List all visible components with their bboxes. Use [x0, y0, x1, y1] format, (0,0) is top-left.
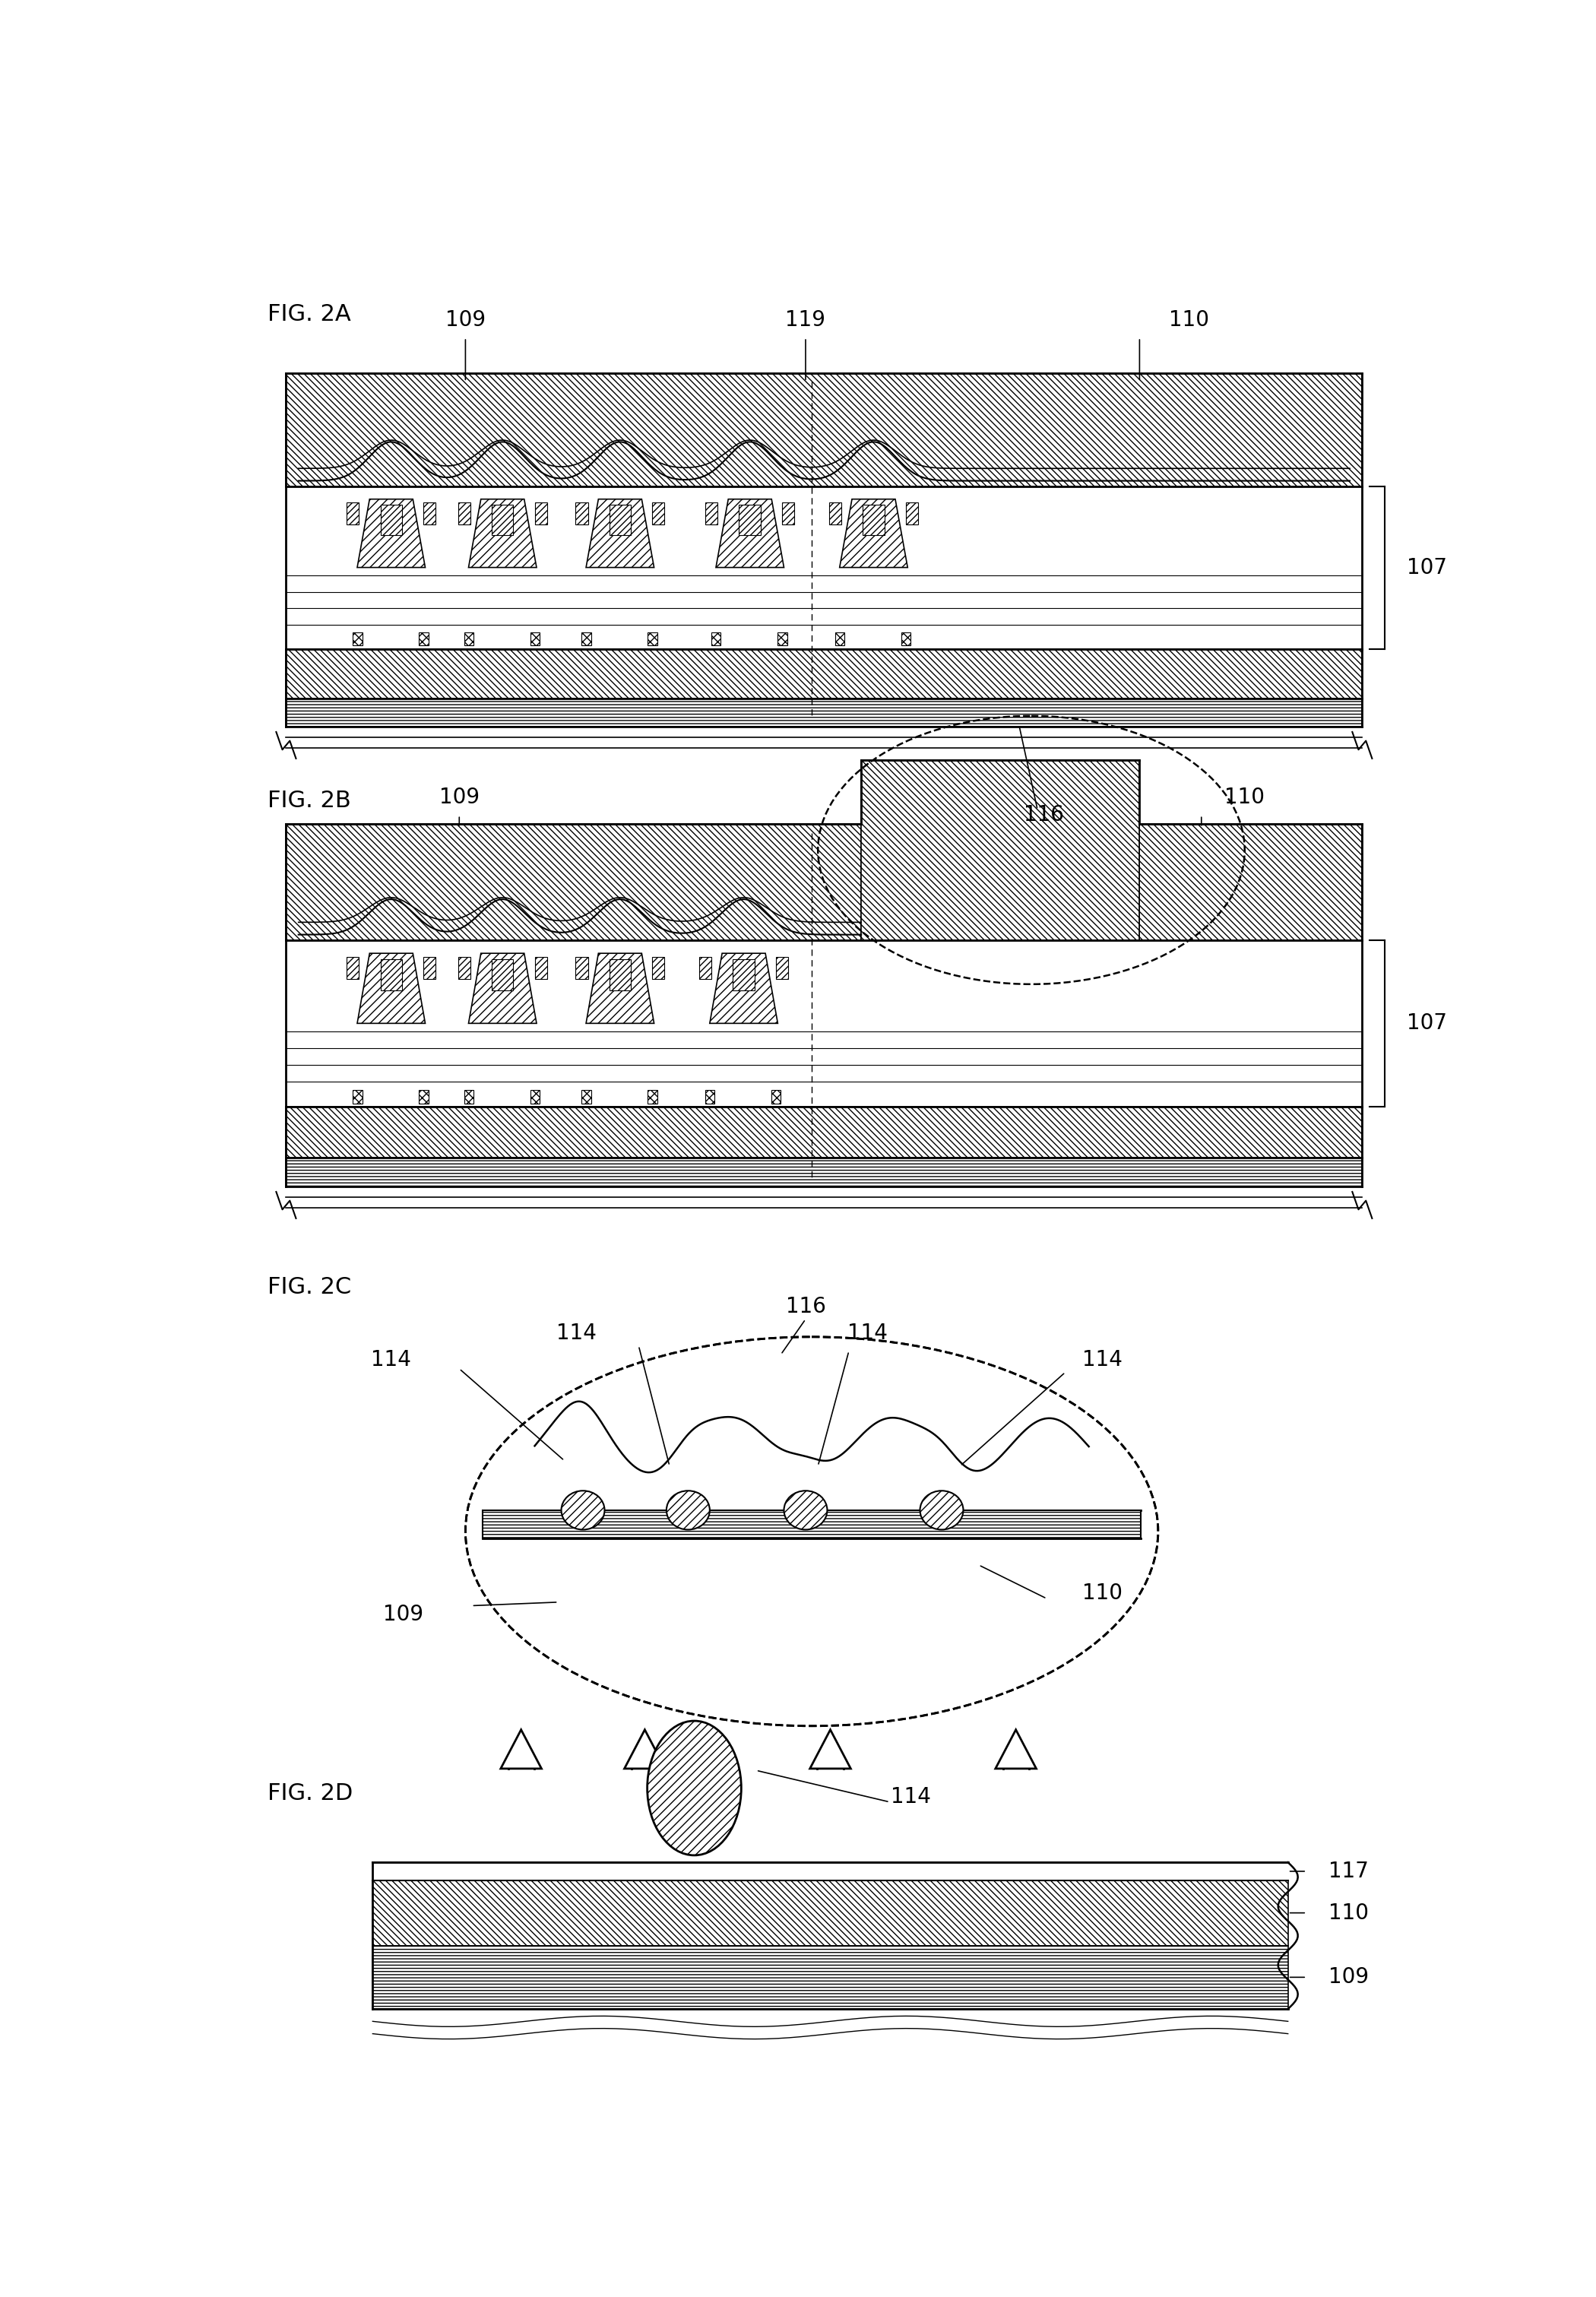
Text: 116: 116 [785, 1296, 825, 1318]
Text: 110: 110 [1168, 310, 1210, 331]
Bar [581, 632, 591, 645]
Bar [423, 503, 436, 524]
Bar [705, 503, 718, 524]
Bar [286, 372, 1361, 487]
Text: 109: 109 [439, 788, 479, 809]
Bar [828, 503, 841, 524]
Text: 110: 110 [1082, 1583, 1122, 1603]
Polygon shape [358, 953, 425, 1024]
Bar [739, 505, 761, 535]
Bar [458, 503, 471, 524]
Ellipse shape [562, 1491, 605, 1530]
Polygon shape [586, 498, 654, 567]
Bar [530, 632, 539, 645]
Bar [373, 1946, 1288, 2010]
Bar [653, 503, 664, 524]
Bar [863, 505, 884, 535]
Ellipse shape [667, 1491, 710, 1530]
Bar [420, 632, 428, 645]
Bar [653, 958, 664, 979]
Bar [286, 1107, 1361, 1158]
Text: FIG. 2D: FIG. 2D [268, 1782, 353, 1803]
Text: 117: 117 [1329, 1861, 1369, 1881]
Bar [776, 958, 788, 979]
Text: 109: 109 [383, 1603, 425, 1626]
Text: 116: 116 [1023, 804, 1065, 825]
Polygon shape [469, 953, 536, 1024]
Bar [286, 698, 1361, 726]
Bar [835, 632, 844, 645]
Bar [862, 760, 1140, 939]
Text: 109: 109 [445, 310, 485, 331]
Bar [648, 632, 658, 645]
Polygon shape [586, 953, 654, 1024]
Polygon shape [469, 498, 536, 567]
Polygon shape [358, 498, 425, 567]
Bar [420, 1091, 428, 1103]
Text: 110: 110 [1329, 1902, 1369, 1923]
Polygon shape [809, 1730, 851, 1769]
Bar [492, 505, 514, 535]
Bar [1140, 825, 1361, 939]
Bar [380, 958, 402, 990]
Polygon shape [466, 1337, 1159, 1539]
Text: FIG. 2B: FIG. 2B [268, 790, 351, 811]
Bar [464, 632, 474, 645]
Bar [576, 958, 587, 979]
Text: 114: 114 [372, 1348, 412, 1371]
Bar [771, 1091, 780, 1103]
Polygon shape [624, 1730, 666, 1769]
Bar [492, 958, 514, 990]
Bar [712, 632, 721, 645]
Bar [705, 1091, 715, 1103]
Bar [530, 1091, 539, 1103]
Bar [777, 632, 787, 645]
Text: 119: 119 [785, 310, 825, 331]
Text: 114: 114 [891, 1787, 930, 1808]
Bar [423, 958, 436, 979]
Bar [576, 503, 587, 524]
Polygon shape [839, 498, 908, 567]
Bar [902, 632, 911, 645]
Bar [464, 1091, 474, 1103]
Bar [610, 958, 630, 990]
Bar [610, 505, 630, 535]
Bar [373, 1881, 1288, 1946]
Bar [907, 503, 918, 524]
Text: 107: 107 [1406, 1013, 1448, 1034]
Polygon shape [501, 1730, 541, 1769]
Polygon shape [996, 1730, 1036, 1769]
Ellipse shape [919, 1491, 964, 1530]
Text: 110: 110 [1224, 788, 1264, 809]
Bar [458, 958, 471, 979]
Text: 114: 114 [1082, 1348, 1122, 1371]
Bar [286, 1158, 1361, 1188]
Text: 109: 109 [1329, 1966, 1369, 1987]
Bar [353, 1091, 362, 1103]
Bar [581, 1091, 591, 1103]
Circle shape [648, 1720, 741, 1856]
Bar [346, 958, 359, 979]
Bar [782, 503, 795, 524]
Text: 114: 114 [847, 1323, 887, 1344]
Bar [380, 505, 402, 535]
Bar [733, 958, 755, 990]
Bar [699, 958, 712, 979]
Text: FIG. 2C: FIG. 2C [268, 1277, 351, 1298]
Text: FIG. 2A: FIG. 2A [268, 303, 351, 326]
Bar [346, 503, 359, 524]
Polygon shape [717, 498, 784, 567]
Bar [286, 825, 862, 939]
Bar [353, 632, 362, 645]
Bar [286, 648, 1361, 698]
Ellipse shape [784, 1491, 827, 1530]
Polygon shape [710, 953, 777, 1024]
Bar [482, 1509, 1141, 1539]
Text: 114: 114 [557, 1323, 597, 1344]
Text: 107: 107 [1406, 556, 1448, 579]
Bar [535, 958, 547, 979]
Bar [648, 1091, 658, 1103]
Bar [535, 503, 547, 524]
